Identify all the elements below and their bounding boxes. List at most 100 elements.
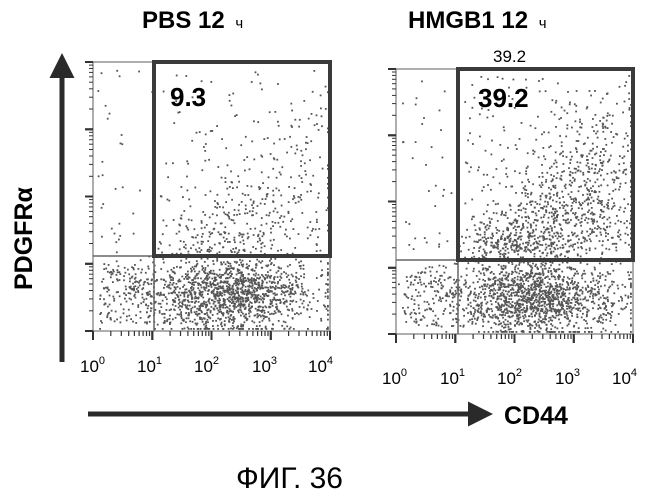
scatter-point <box>609 217 611 219</box>
scatter-point <box>276 303 278 305</box>
scatter-point <box>284 328 286 330</box>
scatter-point <box>319 156 321 158</box>
scatter-point <box>487 78 489 80</box>
scatter-point <box>283 298 285 300</box>
scatter-point <box>525 316 527 318</box>
scatter-point <box>247 233 249 235</box>
scatter-point <box>236 186 238 188</box>
scatter-point <box>507 312 509 314</box>
scatter-point <box>582 202 584 204</box>
scatter-point <box>473 313 475 315</box>
scatter-point <box>482 288 484 290</box>
scatter-point <box>173 282 175 284</box>
scatter-point <box>595 248 597 250</box>
scatter-point <box>496 292 498 294</box>
scatter-point <box>286 325 288 327</box>
scatter-point <box>624 222 626 224</box>
scatter-point <box>230 275 232 277</box>
scatter-point <box>497 296 499 298</box>
scatter-point <box>120 143 122 145</box>
scatter-point <box>543 131 545 133</box>
scatter-point <box>484 292 486 294</box>
scatter-point <box>577 297 579 299</box>
scatter-point <box>593 200 595 202</box>
scatter-point <box>525 242 527 244</box>
scatter-point <box>300 293 302 295</box>
scatter-point <box>231 273 233 275</box>
scatter-point <box>111 274 113 276</box>
scatter-point <box>563 170 565 172</box>
scatter-point <box>553 215 555 217</box>
scatter-point <box>325 108 327 110</box>
scatter-point <box>542 270 544 272</box>
scatter-point <box>620 296 622 298</box>
scatter-point <box>549 167 551 169</box>
scatter-point <box>231 310 233 312</box>
scatter-point <box>420 319 422 321</box>
scatter-point <box>231 181 233 183</box>
scatter-point <box>551 272 553 274</box>
scatter-point <box>195 249 197 251</box>
scatter-point <box>589 296 591 298</box>
scatter-point <box>567 315 569 317</box>
scatter-point <box>536 215 538 217</box>
scatter-point <box>515 311 517 313</box>
scatter-point <box>607 202 609 204</box>
scatter-point <box>505 250 507 252</box>
scatter-point <box>580 262 582 264</box>
scatter-point <box>238 303 240 305</box>
scatter-point <box>110 276 112 278</box>
scatter-point <box>112 296 114 298</box>
scatter-point <box>309 159 311 161</box>
scatter-point <box>534 238 536 240</box>
scatter-point <box>267 265 269 267</box>
scatter-point <box>178 314 180 316</box>
scatter-point <box>418 324 420 326</box>
scatter-point <box>435 295 437 297</box>
scatter-point <box>481 302 483 304</box>
scatter-point <box>217 194 219 196</box>
scatter-point <box>228 328 230 330</box>
scatter-point <box>227 298 229 300</box>
tick-label-pbs-1: 101 <box>137 355 162 376</box>
scatter-point <box>556 162 558 164</box>
scatter-point <box>170 288 172 290</box>
scatter-point <box>547 310 549 312</box>
scatter-point <box>621 298 623 300</box>
scatter-point <box>530 125 532 127</box>
scatter-point <box>518 291 520 293</box>
scatter-point <box>542 184 544 186</box>
scatter-point <box>489 225 491 227</box>
scatter-point <box>539 240 541 242</box>
scatter-point <box>562 244 564 246</box>
scatter-point <box>307 304 309 306</box>
scatter-point <box>168 293 170 295</box>
scatter-point <box>439 278 441 280</box>
scatter-point <box>134 281 136 283</box>
scatter-point <box>223 237 225 239</box>
scatter-point <box>502 247 504 249</box>
scatter-point <box>508 301 510 303</box>
scatter-point <box>535 323 537 325</box>
scatter-point <box>221 304 223 306</box>
scatter-point <box>267 311 269 313</box>
scatter-point <box>536 325 538 327</box>
scatter-point <box>101 281 103 283</box>
scatter-point <box>552 208 554 210</box>
scatter-point <box>588 199 590 201</box>
scatter-point <box>510 247 512 249</box>
scatter-point <box>188 219 190 221</box>
scatter-point <box>488 321 490 323</box>
scatter-point <box>208 301 210 303</box>
scatter-point <box>167 285 169 287</box>
scatter-point <box>531 211 533 213</box>
scatter-point <box>511 271 513 273</box>
scatter-point <box>555 185 557 187</box>
scatter-point <box>419 295 421 297</box>
scatter-point <box>541 164 543 166</box>
scatter-point <box>419 279 421 281</box>
scatter-point <box>248 273 250 275</box>
scatter-point <box>188 251 190 253</box>
scatter-point <box>607 112 609 114</box>
scatter-point <box>547 276 549 278</box>
